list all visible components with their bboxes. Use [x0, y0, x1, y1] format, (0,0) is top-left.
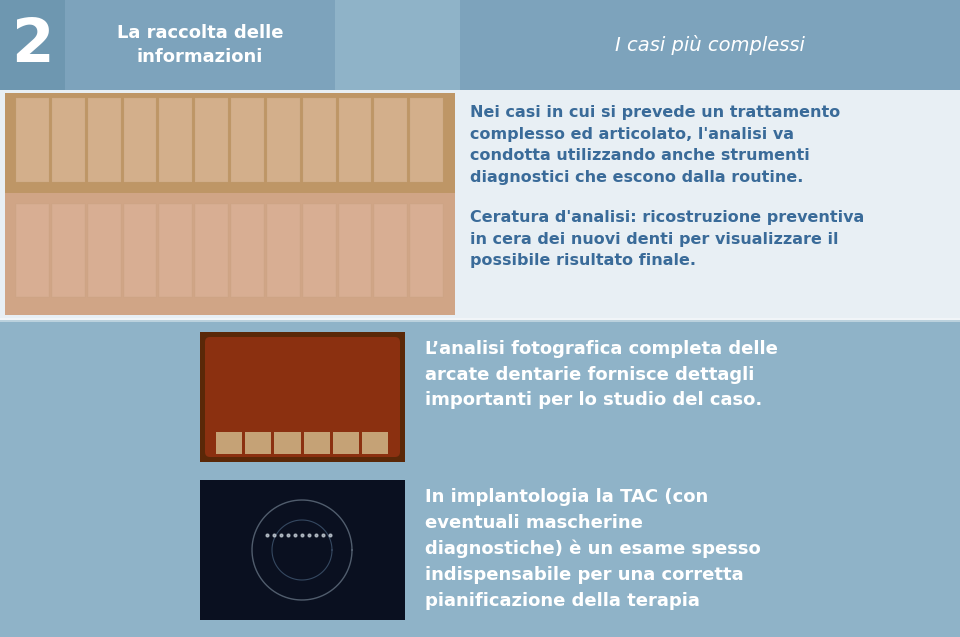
Bar — [0, 322, 960, 637]
Bar — [124, 98, 156, 182]
Text: La raccolta delle
informazioni: La raccolta delle informazioni — [117, 24, 283, 66]
Text: L’analisi fotografica completa delle
arcate dentarie fornisce dettagli
important: L’analisi fotografica completa delle arc… — [425, 340, 778, 410]
Bar — [362, 432, 388, 454]
Bar — [0, 90, 960, 320]
Bar — [302, 204, 335, 297]
Bar — [303, 432, 329, 454]
Bar — [87, 204, 121, 297]
Bar — [16, 98, 49, 182]
Bar — [52, 204, 84, 297]
FancyBboxPatch shape — [205, 337, 400, 457]
Bar — [245, 432, 272, 454]
Bar — [333, 432, 359, 454]
Bar — [195, 204, 228, 297]
Bar — [0, 0, 65, 90]
Bar — [0, 318, 960, 322]
Bar — [231, 98, 264, 182]
Bar — [216, 432, 242, 454]
Bar — [5, 93, 455, 315]
Bar — [267, 98, 300, 182]
Bar — [16, 204, 49, 297]
Bar — [5, 93, 455, 193]
Bar — [410, 204, 443, 297]
Bar — [200, 480, 405, 620]
Text: Ceratura d'analisi: ricostruzione preventiva
in cera dei nuovi denti per visuali: Ceratura d'analisi: ricostruzione preven… — [470, 210, 864, 268]
Bar — [195, 98, 228, 182]
Bar — [231, 204, 264, 297]
Bar — [339, 204, 372, 297]
Bar — [267, 204, 300, 297]
Bar — [374, 98, 407, 182]
Bar — [275, 432, 300, 454]
Bar — [124, 204, 156, 297]
Bar — [302, 98, 335, 182]
Bar — [52, 98, 84, 182]
Bar — [339, 98, 372, 182]
Text: I casi più complessi: I casi più complessi — [615, 35, 804, 55]
Bar — [410, 98, 443, 182]
Bar — [65, 0, 335, 90]
Text: 2: 2 — [11, 15, 54, 75]
Bar — [159, 98, 192, 182]
Bar — [159, 204, 192, 297]
Bar — [374, 204, 407, 297]
Bar — [460, 0, 960, 90]
Bar — [87, 98, 121, 182]
Bar — [200, 332, 405, 462]
Text: Nei casi in cui si prevede un trattamento
complesso ed articolato, l'analisi va
: Nei casi in cui si prevede un trattament… — [470, 105, 840, 185]
Text: In implantologia la TAC (con
eventuali mascherine
diagnostiche) è un esame spess: In implantologia la TAC (con eventuali m… — [425, 488, 760, 610]
Bar — [5, 193, 455, 315]
